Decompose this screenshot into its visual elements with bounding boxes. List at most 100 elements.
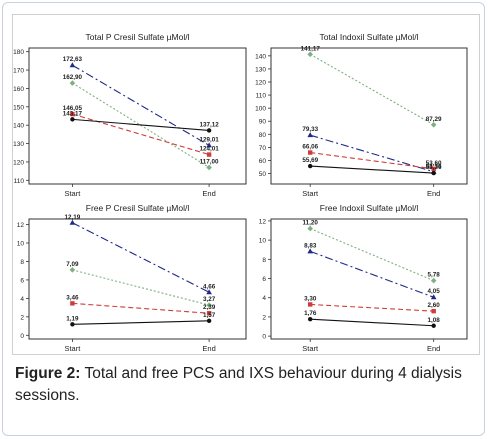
data-point	[308, 317, 313, 322]
data-label: 55,69	[302, 157, 318, 164]
series-line	[310, 165, 434, 174]
data-point	[307, 51, 313, 58]
data-label: 117,00	[200, 158, 219, 165]
series-line	[72, 269, 210, 306]
chart-panel-2: Free P Cresil Sulfate µMol/l 0 2 4 6 8 10 12 Sta…	[17, 203, 247, 353]
series-line	[310, 318, 434, 327]
data-label: 53,60	[426, 160, 442, 167]
data-point	[206, 128, 212, 133]
y-tick-label: 120	[13, 159, 24, 166]
data-label: 124,01	[199, 146, 219, 153]
data-label: 2,60	[428, 302, 441, 309]
y-tick-label: 110	[14, 178, 25, 185]
y-tick-label: 100	[255, 106, 266, 113]
data-point	[70, 111, 75, 117]
y-tick-label: 110	[256, 93, 267, 100]
data-point	[206, 302, 212, 308]
y-tick-label: 140	[255, 53, 266, 60]
chart-title: Free Indoxil Sulfate µMol/l	[320, 203, 419, 213]
plot-frame	[28, 47, 247, 185]
y-tick-label: 2	[20, 314, 24, 321]
plot-frame	[270, 47, 468, 185]
y-tick-label: 6	[20, 277, 24, 284]
chart-panel-3: Free Indoxil Sulfate µMol/l 0 2 4 6 8 10 12 Star…	[259, 203, 468, 353]
data-label: 141,17	[301, 45, 321, 52]
figure-caption: Figure 2: Total and free PCS and IXS beh…	[15, 363, 477, 407]
series-line	[72, 118, 210, 132]
data-label: 11,20	[302, 220, 318, 227]
x-tick-label: End	[427, 189, 440, 198]
y-tick-label: 8	[20, 259, 24, 266]
data-label: 129,01	[199, 136, 219, 143]
data-point	[69, 267, 76, 273]
data-point	[307, 132, 313, 138]
y-tick-label: 4	[262, 295, 266, 302]
data-point	[206, 289, 212, 295]
y-tick-label: 160	[13, 86, 24, 93]
y-tick-label: 12	[17, 222, 25, 229]
data-label: 4,66	[203, 283, 216, 290]
series-line	[310, 250, 434, 298]
data-label: 4,05	[428, 288, 441, 295]
data-point	[308, 163, 313, 169]
x-tick-label: End	[202, 189, 215, 198]
x-tick-label: End	[202, 344, 215, 353]
x-tick-label: End	[427, 344, 440, 353]
y-tick-label: 0	[262, 334, 266, 341]
data-point	[70, 322, 75, 327]
y-tick-label: 60	[259, 158, 267, 165]
data-label: 3,27	[203, 296, 216, 303]
y-tick-label: 70	[259, 145, 267, 152]
series-line	[72, 222, 210, 293]
caption-text: Total and free PCS and IXS behaviour dur…	[15, 365, 462, 404]
chart-title: Total P Cresil Sulfate µMol/l	[86, 32, 190, 42]
series-line	[310, 151, 434, 170]
series-line	[72, 302, 210, 314]
y-tick-label: 6	[262, 276, 266, 283]
x-tick-label: Start	[302, 189, 319, 198]
y-tick-label: 140	[13, 123, 24, 130]
data-point	[69, 219, 76, 225]
data-point	[206, 142, 212, 148]
plots-svg: Total P Cresil Sulfate µMol/l11012013014…	[13, 32, 468, 353]
series-line	[72, 64, 210, 146]
chart-panel-1: Total Indoxil Sulfate µMol/l 50 60 70 80 90 10…	[255, 32, 468, 198]
data-label: 1,08	[428, 317, 441, 324]
caption-label: Figure 2:	[15, 365, 81, 382]
series-line	[72, 320, 210, 325]
data-point	[430, 277, 437, 284]
series-line	[310, 303, 434, 312]
y-tick-label: 90	[259, 119, 267, 126]
data-point	[431, 170, 436, 176]
chart-panel-0: Total P Cresil Sulfate µMol/l 110 120 130 14…	[13, 32, 247, 198]
data-point	[206, 152, 212, 157]
y-tick-label: 50	[259, 171, 267, 178]
x-tick-label: Start	[302, 344, 319, 353]
data-label: 5,78	[428, 272, 441, 279]
data-point	[431, 166, 436, 172]
data-label: 143,17	[63, 110, 83, 117]
data-label: 66,06	[302, 144, 318, 151]
x-tick-label: Start	[64, 189, 81, 198]
y-tick-label: 150	[13, 104, 24, 111]
x-tick-label: Start	[64, 344, 81, 353]
y-tick-label: 130	[255, 66, 266, 73]
data-label: 7,09	[66, 261, 79, 268]
y-tick-label: 120	[255, 80, 266, 87]
chart-title: Free P Cresil Sulfate µMol/l	[86, 203, 190, 213]
y-tick-label: 170	[13, 68, 24, 75]
data-point	[69, 80, 76, 86]
data-point	[206, 311, 212, 316]
data-point	[206, 318, 212, 324]
data-label: 8,83	[304, 242, 317, 249]
data-point	[69, 62, 76, 68]
y-tick-label: 180	[13, 49, 24, 56]
data-point	[307, 248, 313, 254]
y-tick-label: 8	[262, 257, 266, 264]
data-label: 12,19	[65, 214, 81, 221]
y-tick-label: 130	[13, 141, 24, 148]
y-tick-label: 10	[259, 238, 267, 245]
data-label: 137,12	[199, 121, 219, 128]
data-point	[308, 302, 313, 307]
data-label: 2,39	[203, 304, 216, 311]
